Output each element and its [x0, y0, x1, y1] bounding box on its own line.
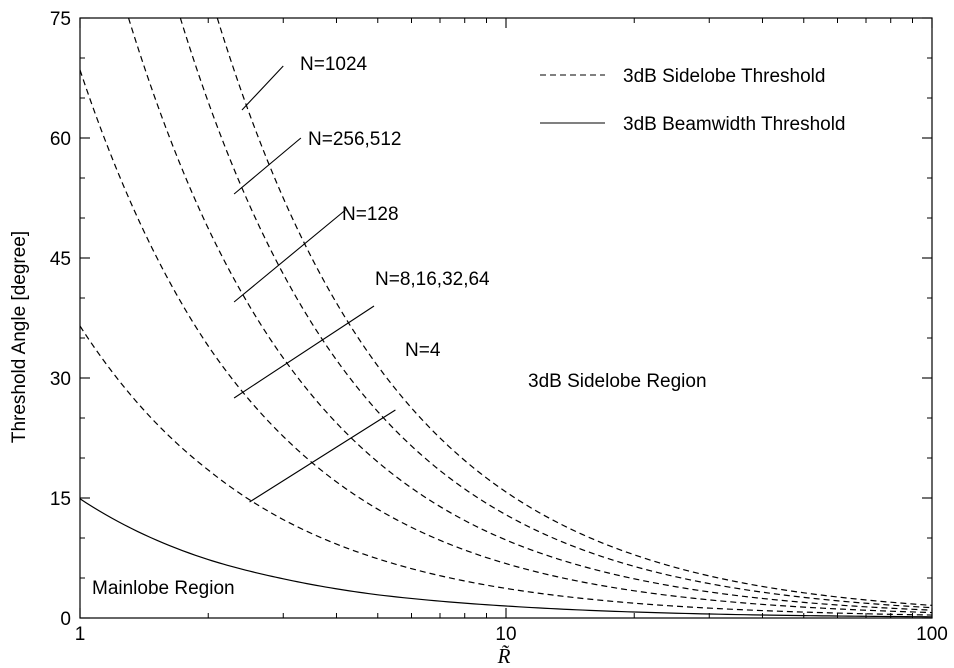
legend-label-sidelobe: 3dB Sidelobe Threshold	[623, 66, 825, 87]
annotation-n128: N=128	[342, 204, 399, 225]
annotation-n8-64: N=8,16,32,64	[375, 269, 490, 290]
x-tick-label: 1	[75, 624, 86, 645]
annotation-n256-512: N=256,512	[308, 129, 402, 150]
annotation-leader-line	[233, 305, 375, 399]
annotation-leader-line	[233, 209, 346, 303]
x-tick-label: 10	[495, 624, 516, 645]
annotation-n1024: N=1024	[300, 54, 368, 75]
annotation-leader-line	[241, 65, 284, 111]
annotation-lines	[233, 65, 396, 503]
sidelobe-threshold-curve	[80, 325, 932, 616]
sidelobe-threshold-curve	[216, 18, 932, 606]
y-tick-label: 0	[60, 609, 71, 630]
annotation-n4: N=4	[405, 340, 441, 361]
axis-ticks	[79, 17, 933, 619]
region-label-sidelobe: 3dB Sidelobe Region	[528, 371, 707, 392]
series-group	[80, 18, 932, 618]
axis-tick-labels: 1 10 100 0 15 30 45 60 75	[50, 9, 948, 645]
sidelobe-threshold-curve	[127, 18, 932, 611]
x-axis-label: R̃	[497, 644, 511, 668]
y-tick-label: 30	[50, 369, 71, 390]
annotation-leader-line	[233, 137, 302, 195]
legend-label-beamwidth: 3dB Beamwidth Threshold	[623, 114, 846, 135]
y-tick-label: 45	[50, 249, 71, 270]
annotation-labels: N=1024 N=256,512 N=128 N=8,16,32,64 N=4	[300, 54, 490, 361]
beamwidth-threshold-curve	[80, 498, 932, 618]
y-axis-label: Threshold Angle [degree]	[9, 231, 30, 443]
sidelobe-threshold-curve	[179, 18, 932, 609]
region-label-mainlobe: Mainlobe Region	[92, 578, 235, 599]
plot-area-frame	[79, 17, 933, 619]
y-tick-label: 15	[50, 489, 71, 510]
y-tick-label: 60	[50, 129, 71, 150]
sidelobe-threshold-curve	[80, 69, 932, 614]
y-tick-label: 75	[50, 9, 71, 30]
x-tick-label: 100	[916, 624, 948, 645]
annotation-leader-line	[249, 409, 396, 503]
legend: 3dB Sidelobe Threshold 3dB Beamwidth Thr…	[540, 66, 846, 135]
